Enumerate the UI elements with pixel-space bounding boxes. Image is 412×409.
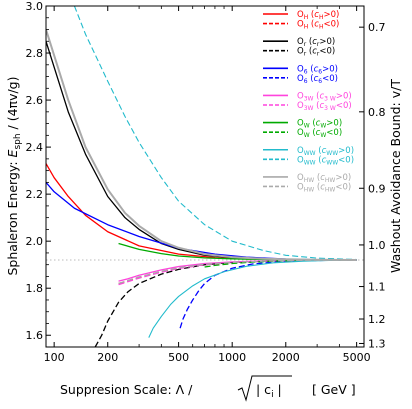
y2-axis-title: Washout Avoidance Bound: v/T xyxy=(388,79,403,273)
y2-tick-label: 0.8 xyxy=(368,106,386,119)
legend-label: OW (cW>0) xyxy=(297,119,342,130)
x-tick-label: 500 xyxy=(168,351,189,364)
series-line-O6_neg xyxy=(179,259,357,329)
x-axis-title: Suppresion Scale: Λ / | ci | [ GeV ] xyxy=(60,375,356,402)
x-tick-label: 5000 xyxy=(343,351,371,364)
legend-label: OHW (cHW>0) xyxy=(297,173,351,184)
legend-label: OWW (cWW>0) xyxy=(297,146,354,157)
x-tick-label: 200 xyxy=(97,351,118,364)
legend-label: O6 (c6<0) xyxy=(297,74,338,85)
svg-text:| ci |: | ci | xyxy=(256,382,282,400)
legend-label: OW (cW<0) xyxy=(297,128,342,139)
sqrt-sign xyxy=(237,375,292,402)
y2-tick-label: 1.1 xyxy=(368,281,386,294)
y-tick-label: 2.8 xyxy=(26,47,44,60)
y-tick-label: 2.0 xyxy=(26,235,44,248)
svg-text:Suppresion Scale: Λ /: Suppresion Scale: Λ / xyxy=(60,382,193,397)
plot-background xyxy=(46,6,364,347)
legend-label: Or (cr>0) xyxy=(297,37,335,48)
y-axis-title: Sphaleron Energy: Esph / (4πv/g) xyxy=(5,76,23,275)
legend-label: OWW (cWW<0) xyxy=(297,155,354,166)
series-line-OHW_pos xyxy=(46,29,357,261)
y2-tick-label: 1.3 xyxy=(368,337,386,350)
x-tick-label: 2000 xyxy=(272,351,300,364)
y-tick-label: 2.4 xyxy=(26,141,44,154)
legend-label: O6 (c6>0) xyxy=(297,64,338,75)
x-tick-label: 100 xyxy=(44,351,65,364)
legend-label: O3W (c3 W<0) xyxy=(297,101,352,112)
y-tick-label: 2.6 xyxy=(26,94,44,107)
y-tick-label: 3.0 xyxy=(26,0,44,13)
series-line-OWW_neg xyxy=(73,6,357,261)
legend-label: OH (cH>0) xyxy=(297,10,339,21)
legend-label: OH (cH<0) xyxy=(297,20,339,31)
x-tick-label: 1000 xyxy=(218,351,246,364)
series-line-OWW_pos xyxy=(148,259,357,338)
svg-text:[ GeV ]: [ GeV ] xyxy=(312,382,356,397)
series-line-OHW_neg xyxy=(118,259,357,285)
y2-tick-label: 1.2 xyxy=(368,313,386,326)
y-tick-label: 2.2 xyxy=(26,188,44,201)
y2-tick-label: 0.7 xyxy=(368,21,386,34)
y2-tick-label: 1.0 xyxy=(368,239,386,252)
y2-tick-label: 0.9 xyxy=(368,182,386,195)
legend-label: Or (cr<0) xyxy=(297,47,335,58)
legend-label: OHW (cHW<0) xyxy=(297,182,351,193)
y-tick-label: 1.6 xyxy=(26,329,44,342)
legend-label: O3W (c3 W>0) xyxy=(297,91,352,102)
y-tick-label: 1.8 xyxy=(26,282,44,295)
